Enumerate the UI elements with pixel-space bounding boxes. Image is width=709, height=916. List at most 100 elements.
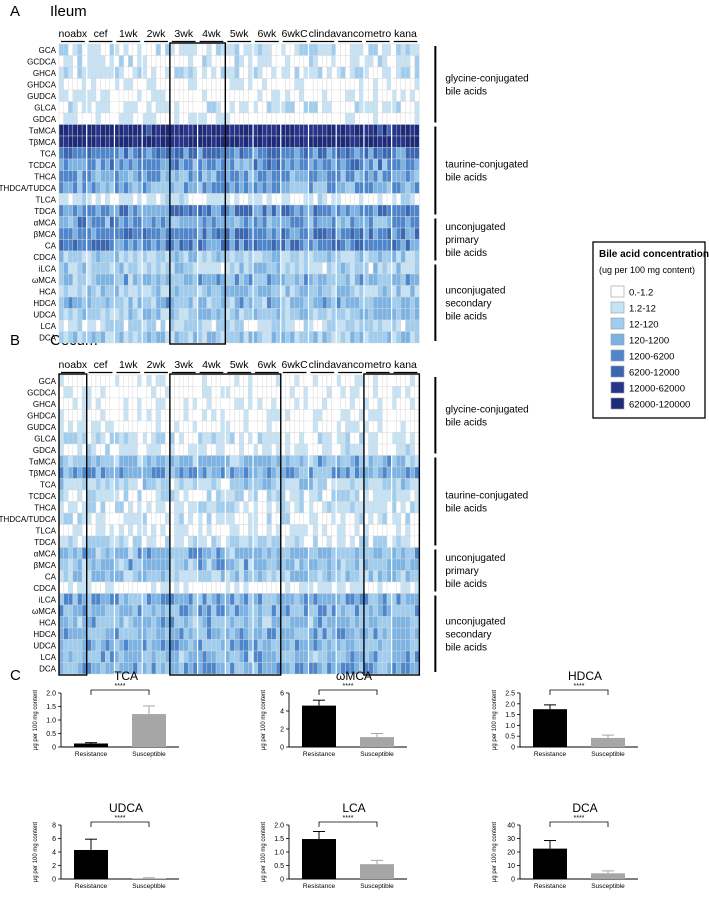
heatmap-cell-cecum [238,639,244,652]
heatmap-cell-cecum [114,581,120,594]
heatmap-cell-ileum [77,285,83,298]
heatmap-cell-cecum [178,397,184,410]
heatmap-cell-ileum [243,55,249,68]
heatmap-cell-cecum [331,432,337,445]
heatmap-cell-ileum [104,239,111,252]
heatmap-cell-ileum [409,216,415,229]
heatmap-cell-cecum [299,455,305,468]
heatmap-cell-ileum [248,319,254,332]
heatmap-cell-ileum [104,193,111,206]
heatmap-cell-ileum [128,124,134,137]
heatmap-cell-cecum [271,604,277,617]
heatmap-cell-ileum [409,147,415,160]
heatmap-cell-ileum [322,55,328,68]
heatmap-cell-cecum [262,420,268,433]
heatmap-cell-cecum [229,397,235,410]
heatmap-cell-cecum [248,627,254,640]
heatmap-cell-ileum [391,239,397,252]
heatmap-cell-cecum [211,593,217,606]
heatmap-cell-ileum [248,250,254,263]
heatmap-cell-ileum [86,135,92,148]
heatmap-cell-ileum [308,135,314,148]
heatmap-cell-ileum [151,158,157,171]
heatmap-cell-ileum [262,204,268,217]
heatmap-cell-ileum [262,112,268,125]
heatmap-cell-ileum [86,124,92,137]
heatmap-cell-ileum [151,239,157,252]
heatmap-cell-cecum [312,432,318,445]
heatmap-cell-ileum [128,78,134,91]
heatmap-cell-ileum [391,43,397,56]
heatmap-cell-cecum [128,374,134,387]
heatmap-cell-cecum [183,409,189,422]
heatmap-cell-cecum [197,604,203,617]
category-label: Resistance [75,883,108,890]
heatmap-cell-ileum [317,193,323,206]
heatmap-cell-ileum [95,285,101,298]
heatmap-cell-cecum [225,581,231,594]
heatmap-cell-cecum [234,604,240,617]
heatmap-cell-ileum [359,193,365,206]
heatmap-cell-cecum [238,466,244,479]
heatmap-cell-cecum [128,524,134,537]
heatmap-cell-ileum [104,262,111,275]
heatmap-cell-cecum [91,627,97,640]
heatmap-cell-cecum [336,581,342,594]
heatmap-cell-ileum [128,262,134,275]
heatmap-cell-cecum [317,639,323,652]
heatmap-cell-ileum [322,262,328,275]
heatmap-cell-ileum [280,227,286,240]
heatmap-cell-cecum [317,581,323,594]
heatmap-cell-ileum [396,78,402,91]
heatmap-cell-ileum [386,135,392,148]
heatmap-cell-cecum [289,639,295,652]
heatmap-cell-cecum [128,409,134,422]
heatmap-cell-cecum [118,524,124,537]
heatmap-cell-cecum [104,386,111,399]
heatmap-cell-ileum [91,124,97,137]
heatmap-cell-cecum [372,409,378,422]
heatmap-cell-ileum [100,55,106,68]
heatmap-cell-ileum [109,216,115,229]
heatmap-cell-ileum [391,158,397,171]
heatmap-cell-cecum [405,386,411,399]
heatmap-cell-ileum [243,89,249,102]
heatmap-cell-ileum [317,55,323,68]
heatmap-cell-ileum [409,89,415,102]
heatmap-cell-cecum [151,409,157,422]
heatmap-cell-cecum [128,501,134,514]
heatmap-cell-ileum [58,216,64,229]
heatmap-cell-ileum [192,89,198,102]
heatmap-cell-cecum [382,604,388,617]
heatmap-cell-ileum [271,285,277,298]
heatmap-cell-ileum [68,147,74,160]
heatmap-cell-cecum [243,616,249,629]
heatmap-cell-ileum [68,124,74,137]
heatmap-cell-ileum [174,308,180,321]
heatmap-cell-cecum [192,581,198,594]
heatmap-cell-ileum [386,101,392,114]
legend-swatch [610,349,625,362]
heatmap-cell-cecum [382,374,388,387]
heatmap-cell-cecum [252,639,258,652]
heatmap-cell-cecum [252,512,258,525]
heatmap-cell-cecum [183,593,189,606]
heatmap-cell-ileum [308,193,314,206]
heatmap-cell-ileum [340,66,346,79]
heatmap-cell-ileum [109,204,115,217]
heatmap-cell-cecum [317,570,323,583]
heatmap-cell-cecum [95,558,101,571]
heatmap-cell-cecum [257,593,263,606]
heatmap-cell-ileum [331,262,337,275]
heatmap-cell-ileum [188,296,194,309]
heatmap-cell-ileum [271,135,277,148]
heatmap-cell-cecum [128,478,134,491]
heatmap-cell-cecum [322,639,328,652]
heatmap-cell-cecum [132,489,138,502]
y-tick-label: 0 [511,745,515,752]
heatmap-cell-cecum [382,397,388,410]
heatmap-cell-ileum [326,331,332,344]
heatmap-cell-cecum [183,489,189,502]
heatmap-cell-cecum [202,432,208,445]
heatmap-cell-cecum [349,593,355,606]
